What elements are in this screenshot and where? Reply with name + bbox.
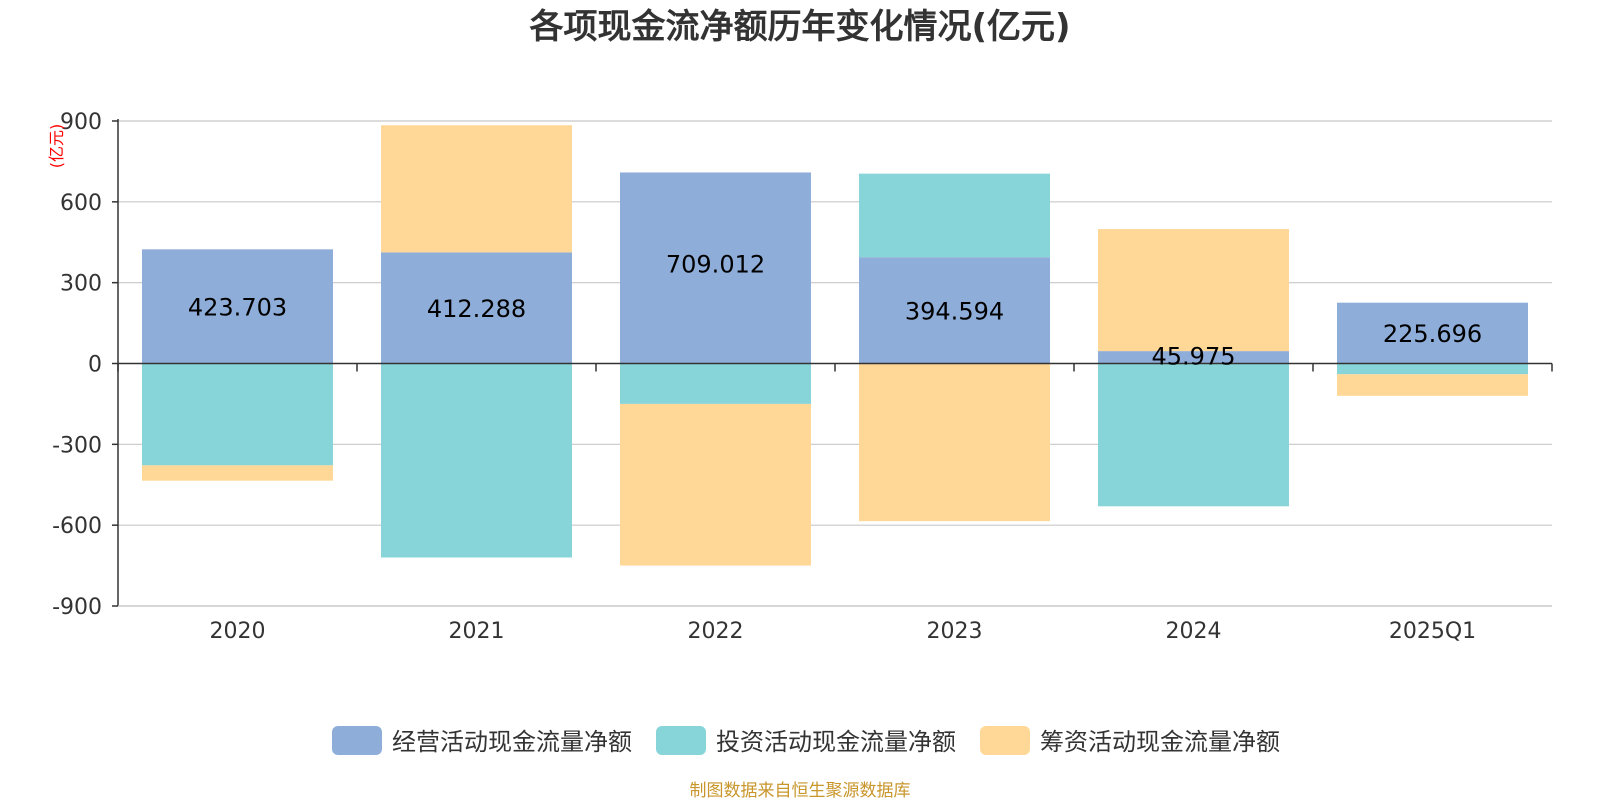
bar-segment bbox=[620, 403, 811, 566]
bar-segment bbox=[1337, 302, 1528, 364]
bar-segment bbox=[1337, 363, 1528, 375]
bar-segment bbox=[859, 173, 1050, 258]
x-tick-label: 2024 bbox=[1166, 619, 1222, 644]
bar-segment bbox=[859, 363, 1050, 522]
legend-label: 筹资活动现金流量净额 bbox=[1040, 728, 1280, 756]
y-tick-label: -600 bbox=[52, 514, 102, 539]
y-axis-unit: (亿元) bbox=[47, 124, 66, 169]
data-label: 423.703 bbox=[188, 293, 287, 321]
data-labels: 423.703 412.288 709.012 394.594 45.975 225.69… bbox=[188, 250, 1482, 370]
legend-swatch bbox=[980, 726, 1030, 755]
data-label: 45.975 bbox=[1152, 343, 1236, 371]
bar-segment bbox=[142, 465, 333, 481]
bar-segment bbox=[1098, 229, 1289, 352]
bar-segment bbox=[142, 249, 333, 364]
axes: 900 600 300 0 -300 -600 -900 2020 2021 2022 2023 20… bbox=[52, 110, 1553, 644]
data-label: 709.012 bbox=[666, 250, 765, 278]
bar-segment bbox=[1098, 363, 1289, 507]
y-tick-label: 900 bbox=[60, 110, 102, 135]
bar-segment bbox=[142, 363, 333, 466]
bars bbox=[142, 125, 1528, 566]
x-tick-label: 2023 bbox=[927, 619, 983, 644]
legend: 经营活动现金流量净额 投资活动现金流量净额 筹资活动现金流量净额 bbox=[332, 726, 1280, 756]
data-label: 412.288 bbox=[427, 295, 526, 323]
legend-label: 投资活动现金流量净额 bbox=[716, 728, 956, 756]
chart-title: 各项现金流净额历年变化情况(亿元) bbox=[529, 7, 1070, 47]
bar-segment bbox=[1098, 351, 1289, 364]
legend-label: 经营活动现金流量净额 bbox=[392, 728, 632, 756]
bar-segment bbox=[620, 172, 811, 364]
source-note: 制图数据来自恒生聚源数据库 bbox=[690, 781, 911, 800]
bar-segment bbox=[859, 257, 1050, 364]
bar-segment bbox=[381, 125, 572, 253]
x-tick-label: 2025Q1 bbox=[1389, 619, 1476, 644]
x-tick-label: 2022 bbox=[688, 619, 744, 644]
bar-segment bbox=[381, 252, 572, 364]
legend-swatch bbox=[332, 726, 382, 755]
x-tick-label: 2020 bbox=[210, 619, 266, 644]
bar-segment bbox=[381, 363, 572, 558]
y-tick-label: -900 bbox=[52, 595, 102, 620]
bar-segment bbox=[1337, 374, 1528, 396]
data-label: 225.696 bbox=[1383, 320, 1482, 348]
y-tick-label: 600 bbox=[60, 191, 102, 216]
x-tick-label: 2021 bbox=[449, 619, 505, 644]
bar-segment bbox=[620, 363, 811, 404]
y-tick-label: 0 bbox=[88, 353, 102, 378]
y-tick-label: 300 bbox=[60, 272, 102, 297]
legend-swatch bbox=[656, 726, 706, 755]
y-tick-label: -300 bbox=[52, 433, 102, 458]
data-label: 394.594 bbox=[905, 297, 1004, 325]
